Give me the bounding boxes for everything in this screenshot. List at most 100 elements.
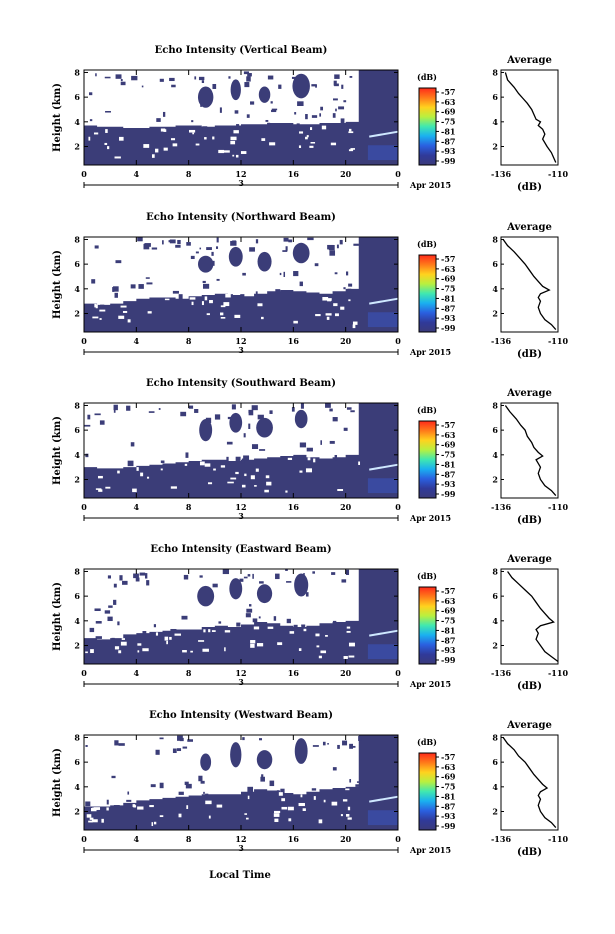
profile-title: Average: [506, 222, 552, 233]
echo-cell: [215, 246, 219, 249]
colorbar-tick-label: -69: [441, 440, 456, 450]
gap-cell: [88, 820, 93, 823]
colorbar-tick-label: -63: [441, 430, 456, 440]
gap-cell: [163, 147, 168, 151]
x-tick-label: 16: [288, 668, 300, 678]
gap-cell: [218, 149, 225, 154]
gap-cell: [306, 135, 309, 138]
echo-cell: [212, 83, 217, 89]
echo-cell: [150, 784, 156, 788]
echo-cell: [275, 289, 281, 294]
echo-cell: [135, 577, 140, 582]
echo-cell: [172, 290, 179, 294]
gap-cell: [305, 136, 308, 140]
echo-cell: [269, 410, 273, 414]
y-axis-label: Height (km): [52, 748, 63, 817]
echo-cell: [348, 283, 353, 287]
echo-cell: [159, 737, 164, 740]
profile-x-tick-label: -136: [491, 169, 511, 179]
gap-cell: [345, 788, 350, 791]
y-tick-label: 8: [74, 400, 80, 410]
colorbar-tick-label: -87: [441, 303, 455, 313]
echo-cell: [335, 108, 337, 112]
x-tick-label: 20: [340, 336, 352, 346]
x-tick-label: 8: [186, 834, 192, 844]
colorbar-tick-label: -99: [441, 323, 456, 333]
echo-cell: [341, 84, 344, 89]
echo-cell: [205, 793, 209, 798]
echo-cell: [236, 622, 241, 627]
echo-strong: [367, 810, 398, 826]
echo-cell: [343, 287, 346, 290]
colorbar-tick-label: -99: [441, 821, 456, 831]
echo-cell: [337, 744, 340, 749]
echo-cell: [169, 239, 176, 244]
echo-cell: [104, 610, 111, 614]
gap-cell: [202, 648, 209, 652]
echo-cell: [243, 71, 250, 75]
gap-cell: [97, 475, 103, 479]
x-tick-label: 4: [134, 502, 140, 512]
echo-cell: [285, 246, 288, 251]
echo-cell: [319, 113, 322, 117]
echo-cell: [200, 780, 205, 784]
gap-cell: [133, 805, 137, 808]
echo-strong: [367, 644, 398, 660]
gap-cell: [170, 138, 176, 141]
profile-y-tick-label: 8: [492, 400, 498, 410]
echo-layer: [84, 237, 398, 332]
echo-cell: [156, 118, 161, 122]
echo-cell: [320, 106, 324, 111]
profile-x-tick-label: -110: [548, 502, 568, 512]
gap-cell: [172, 143, 178, 147]
echo-blob: [228, 246, 243, 267]
gap-cell: [322, 297, 329, 301]
echo-cell: [273, 616, 277, 621]
echo-cell: [333, 80, 337, 86]
gap-cell: [261, 138, 266, 141]
gap-cell: [212, 136, 215, 140]
echo-cell: [358, 736, 362, 741]
colorbar: [418, 586, 437, 665]
echo-cell: [299, 442, 307, 448]
echo-cell: [133, 573, 139, 579]
echo-cell: [212, 583, 218, 588]
x-tick-label: 16: [288, 169, 300, 179]
echo-blob: [197, 86, 214, 108]
x-tick-label: 0: [81, 502, 87, 512]
gap-cell: [313, 458, 316, 463]
gap-cell: [191, 301, 194, 306]
gap-cell: [244, 473, 247, 477]
echo-blob: [229, 578, 243, 600]
x-tick-label: 8: [186, 502, 192, 512]
heatmap: [84, 403, 399, 498]
echo-cell: [255, 291, 258, 295]
echo-cell: [320, 440, 322, 445]
echo-cell: [246, 114, 250, 118]
echo-cell: [349, 779, 352, 783]
profile-x-tick-label: -136: [491, 668, 511, 678]
echo-cell: [285, 569, 288, 571]
gap-cell: [281, 806, 288, 810]
echo-cell: [271, 108, 278, 111]
echo-cell: [214, 414, 221, 420]
profile-x-tick-label: -136: [491, 502, 511, 512]
echo-cell: [94, 245, 99, 249]
echo-cell: [119, 575, 123, 581]
echo-blob: [257, 251, 272, 272]
colorbar-tick-label: -69: [441, 107, 456, 117]
x-tick-label: 8: [186, 169, 192, 179]
echo-cell: [89, 119, 93, 122]
echo-cell: [251, 405, 258, 411]
colorbar-unit: (dB): [417, 571, 437, 581]
echo-cell: [216, 278, 220, 281]
echo-cell: [311, 788, 317, 791]
echo-cell: [216, 237, 219, 243]
gap-cell: [208, 629, 211, 633]
echo-cell: [113, 805, 120, 808]
echo-cell: [334, 74, 340, 79]
gap-cell: [346, 626, 351, 629]
echo-cell: [247, 574, 251, 577]
panel-title: Echo Intensity (Eastward Beam): [150, 544, 331, 555]
